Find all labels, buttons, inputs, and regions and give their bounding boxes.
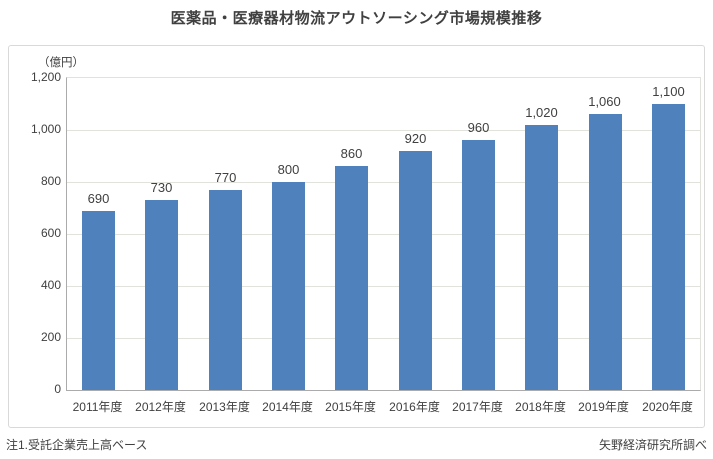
x-tick-label: 2012年度 <box>135 400 186 414</box>
gridline <box>67 234 700 235</box>
bar <box>209 190 242 390</box>
bar-value-label: 730 <box>150 180 173 195</box>
gridline <box>67 130 700 131</box>
bar <box>399 151 432 390</box>
bar-value-label: 960 <box>467 120 490 135</box>
chart-title: 医薬品・医療器材物流アウトソーシング市場規模推移 <box>170 10 543 27</box>
gridline <box>67 338 700 339</box>
bar <box>82 211 115 390</box>
x-tick-label: 2011年度 <box>72 400 123 414</box>
gridline <box>67 286 700 287</box>
bar-value-label: 690 <box>87 191 110 206</box>
y-tick-label: 1,000 <box>30 122 61 136</box>
y-tick-label: 600 <box>40 226 61 240</box>
x-tick-label: 2020年度 <box>642 400 693 414</box>
bar <box>462 140 495 390</box>
x-tick-label: 2016年度 <box>389 400 440 414</box>
x-tick-label: 2019年度 <box>578 400 629 414</box>
bar <box>272 182 305 390</box>
bar-value-label: 920 <box>404 131 427 146</box>
x-tick-label: 2014年度 <box>262 400 313 414</box>
bar <box>652 104 685 390</box>
bar <box>335 166 368 390</box>
chart-note: 注1.受託企業売上高ベース <box>6 438 148 452</box>
x-tick-label: 2013年度 <box>199 400 250 414</box>
plot-area: 690 730 770 800 860 920 960 1,020 1,060 1,100 <box>66 77 701 391</box>
chart-source: 矢野経済研究所調べ <box>598 438 707 452</box>
bar-value-label: 1,020 <box>525 105 558 120</box>
y-tick-label: 1,200 <box>30 70 61 84</box>
y-tick-label: 800 <box>40 174 61 188</box>
y-tick-label: 0 <box>54 382 61 396</box>
y-tick-label: 400 <box>40 278 61 292</box>
chart-frame: （億円） 0 200 400 600 800 1,000 1,200 690 730 770 80… <box>8 45 705 428</box>
bar-value-label: 860 <box>340 146 363 161</box>
bar-value-label: 770 <box>214 170 237 185</box>
bar <box>525 125 558 390</box>
x-tick-label: 2015年度 <box>325 400 376 414</box>
bar-value-label: 1,100 <box>652 84 685 99</box>
gridline <box>67 182 700 183</box>
x-tick-label: 2018年度 <box>515 400 566 414</box>
bar-value-label: 800 <box>277 162 300 177</box>
bar <box>589 114 622 390</box>
bar-value-label: 1,060 <box>588 94 621 109</box>
y-tick-label: 200 <box>40 330 61 344</box>
bar <box>145 200 178 390</box>
y-axis-unit-label: （億円） <box>38 57 84 69</box>
x-tick-label: 2017年度 <box>452 400 503 414</box>
